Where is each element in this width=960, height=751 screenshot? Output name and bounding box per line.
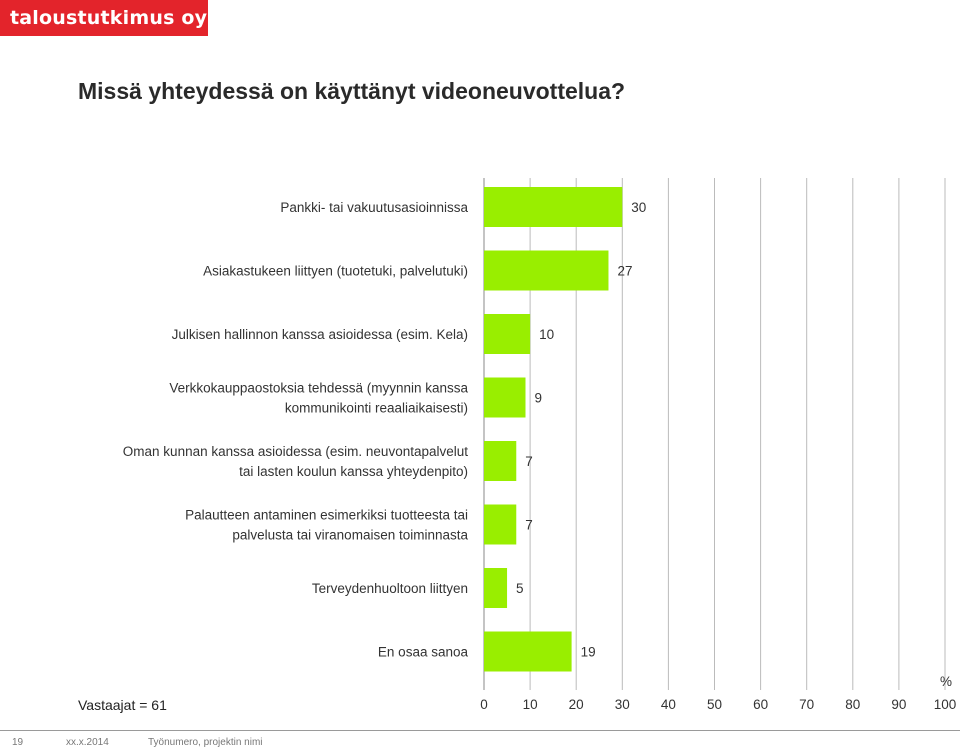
- page-number: 19: [12, 737, 24, 748]
- data-label: 10: [539, 327, 554, 342]
- data-label: 27: [617, 264, 632, 279]
- category-label: Julkisen hallinnon kanssa asioidessa (es…: [172, 327, 468, 342]
- bar: [484, 504, 517, 545]
- x-tick-label: 60: [753, 697, 768, 712]
- category-label: Verkkokauppaostoksia tehdessä (myynnin k…: [169, 381, 468, 416]
- data-label: 9: [534, 391, 542, 406]
- data-label: 19: [581, 645, 596, 660]
- bar: [484, 568, 508, 608]
- page-title: Missä yhteydessä on käyttänyt videoneuvo…: [78, 78, 626, 104]
- category-label: Terveydenhuoltoon liittyen: [312, 581, 468, 596]
- footer-project: Työnumero, projektin nimi: [148, 737, 263, 748]
- x-tick-label: 20: [569, 697, 584, 712]
- category-label: Oman kunnan kanssa asioidessa (esim. neu…: [123, 444, 468, 479]
- x-tick-label: 80: [845, 697, 860, 712]
- x-tick-label: 50: [707, 697, 722, 712]
- category-label: Palautteen antaminen esimerkiksi tuottee…: [185, 508, 468, 543]
- company-logo: taloustutkimus oy: [0, 0, 208, 36]
- x-unit-label: %: [940, 674, 952, 689]
- footer-date: xx.x.2014: [66, 737, 109, 748]
- x-tick-label: 10: [523, 697, 538, 712]
- x-tick-label: 100: [934, 697, 957, 712]
- data-label: 7: [525, 518, 533, 533]
- bar: [484, 314, 531, 354]
- x-tick-label: 0: [480, 697, 488, 712]
- x-tick-label: 70: [799, 697, 814, 712]
- category-label: Pankki- tai vakuutusasioinnissa: [280, 200, 468, 215]
- bar: [484, 250, 609, 291]
- bar: [484, 441, 517, 481]
- data-label: 5: [516, 581, 524, 596]
- bar: [484, 187, 623, 227]
- data-label: 30: [631, 200, 646, 215]
- category-label: En osaa sanoa: [378, 645, 469, 660]
- respondent-count: Vastaajat = 61: [78, 697, 167, 713]
- bar: [484, 631, 572, 672]
- x-tick-label: 30: [615, 697, 630, 712]
- x-tick-label: 40: [661, 697, 676, 712]
- x-tick-label: 90: [891, 697, 906, 712]
- footer: 19 xx.x.2014 Työnumero, projektin nimi: [0, 730, 960, 751]
- bar: [484, 377, 526, 418]
- bar-chart: 0 10 20 30 40 50 60 70 80 90 100% 30 Pankki- tai vak…: [123, 178, 957, 712]
- data-label: 7: [525, 454, 533, 469]
- category-label: Asiakastukeen liittyen (tuotetuki, palve…: [203, 264, 468, 279]
